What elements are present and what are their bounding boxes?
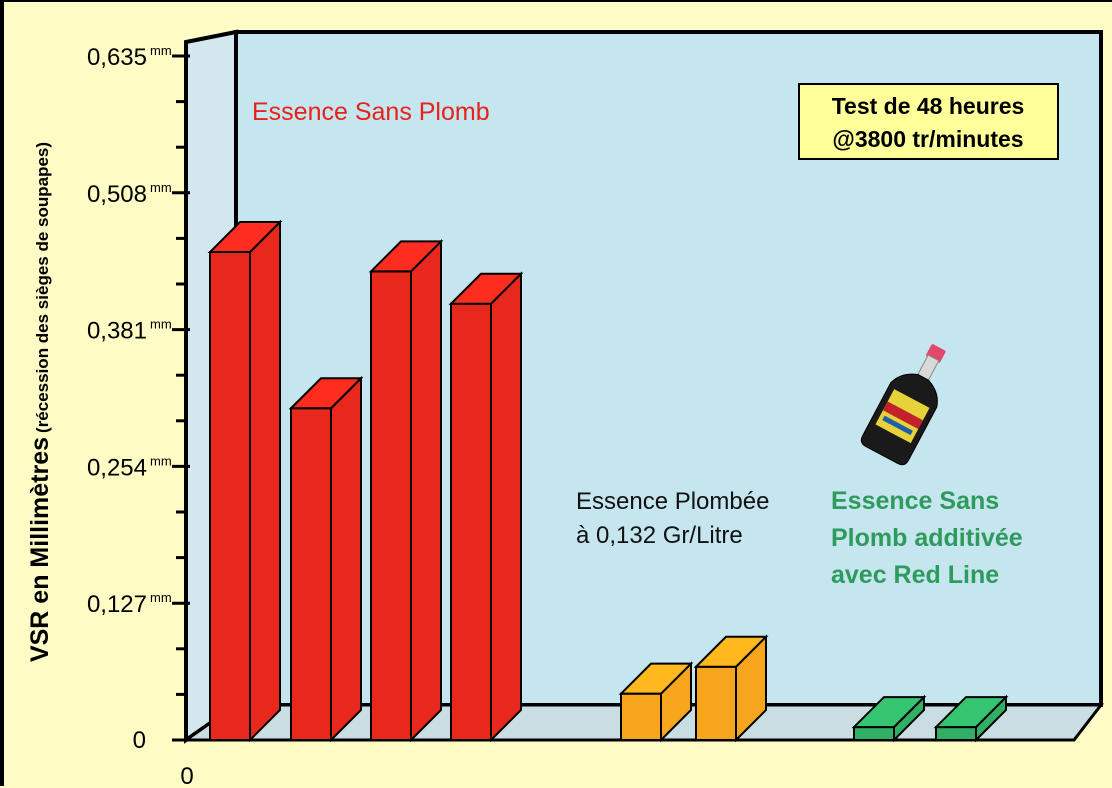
y-tick-label: 0,508 <box>87 181 147 208</box>
bar <box>368 239 444 743</box>
bar <box>448 271 524 743</box>
group-label-redline-line-2: Plomb additivée <box>831 524 1023 552</box>
bar-side <box>490 271 522 743</box>
bar-top <box>448 272 524 305</box>
bar <box>693 634 769 743</box>
bar-top <box>693 635 769 668</box>
bar-side <box>330 375 362 743</box>
bar-front <box>853 726 895 742</box>
bar <box>851 694 927 743</box>
group-label-redline: Essence Sans Plomb additivée avec Red Line <box>831 487 1023 589</box>
group-label-unleaded-line-1: Essence Sans Plomb <box>252 98 490 126</box>
bar-front <box>695 665 737 741</box>
bar-front <box>935 726 977 742</box>
group-label-leaded-line-1: Essence Plombée <box>576 488 769 515</box>
y-tick-label: 0,254 <box>87 454 147 481</box>
y-tick-label: 0 <box>133 727 146 754</box>
bar-top <box>288 377 364 410</box>
x-origin-label: 0 <box>180 763 193 788</box>
y-tick-unit: mm <box>150 180 172 195</box>
y-axis-title: VSR en Millimètres (récession des sièges … <box>26 142 54 662</box>
legend-line-2: @3800 tr/minutes <box>832 126 1023 152</box>
y-tick-unit: mm <box>150 43 172 58</box>
y-tick-unit: mm <box>150 317 172 332</box>
bar-top <box>207 221 283 254</box>
bar <box>207 219 283 743</box>
y-axis-title-main: VSR en Millimètres <box>26 437 54 662</box>
y-tick-label: 0,381 <box>87 318 147 345</box>
bar-top <box>851 696 927 729</box>
bar-front <box>620 692 662 741</box>
bar-top <box>933 696 1009 729</box>
group-label-redline-line-3: avec Red Line <box>831 561 999 589</box>
y-tick-unit: mm <box>150 590 172 605</box>
bar-front <box>209 251 251 741</box>
bar-front <box>290 407 332 741</box>
bar <box>933 694 1009 743</box>
group-label-leaded: Essence Plombée à 0,132 Gr/Litre <box>576 488 769 549</box>
bar <box>288 375 364 743</box>
legend-box: Test de 48 heures @3800 tr/minutes <box>798 83 1059 160</box>
bar-chart: 00,127 mm0,254 mm0,381 mm0,508 mm0,635 mm VSR… <box>26 29 1105 788</box>
bar-side <box>249 219 281 743</box>
y-axis-ticks: 00,127 mm0,254 mm0,381 mm0,508 mm0,635 mm <box>87 43 190 754</box>
bar-front <box>450 302 492 741</box>
legend-line-1: Test de 48 heures <box>832 93 1025 119</box>
y-tick-label: 0,635 <box>87 44 147 71</box>
additive-bottle-icon <box>860 344 946 466</box>
legend-box-frame <box>798 83 1059 160</box>
bars-group <box>207 219 1009 743</box>
y-axis-title-sub: (récession des sièges de soupapes) <box>33 142 52 433</box>
y-tick-label: 0,127 <box>87 591 147 618</box>
bar-top <box>368 240 444 273</box>
y-tick-unit: mm <box>150 453 172 468</box>
group-label-unleaded: Essence Sans Plomb <box>252 98 490 126</box>
bar <box>618 661 694 743</box>
bar-front <box>370 270 412 741</box>
group-label-redline-line-1: Essence Sans <box>831 487 999 515</box>
group-label-leaded-line-2: à 0,132 Gr/Litre <box>576 522 743 549</box>
bar-side <box>410 239 442 743</box>
bar-top <box>618 662 694 695</box>
